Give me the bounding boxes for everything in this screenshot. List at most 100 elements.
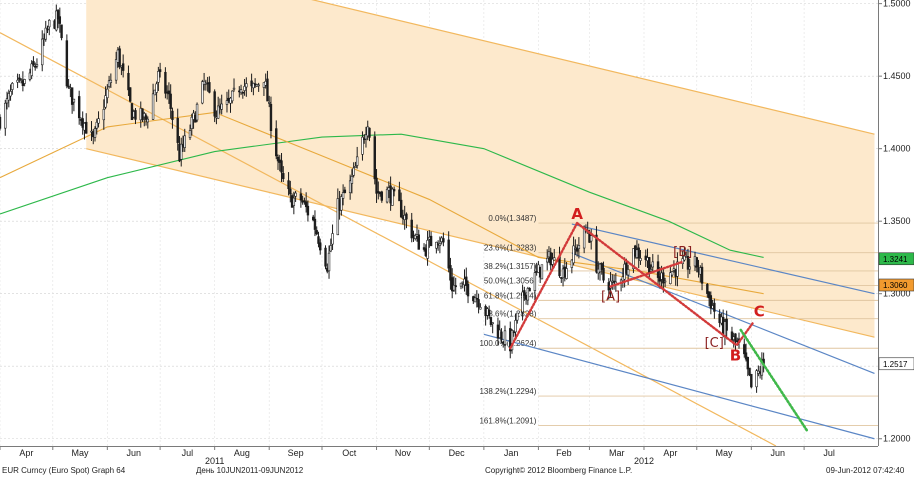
candle-body (167, 90, 171, 95)
candle-body (625, 262, 628, 274)
candle-body (385, 188, 389, 203)
candle-body (526, 288, 530, 301)
candle-body (70, 87, 74, 105)
candle-body (243, 86, 246, 91)
candle-body (540, 264, 544, 280)
candle-body (67, 85, 70, 88)
candle-body (266, 78, 269, 102)
candle-body (639, 258, 642, 261)
candle-body (65, 40, 69, 87)
price-tag-box (878, 252, 914, 266)
blue-trend-line-2 (483, 333, 875, 440)
candle-body (392, 188, 396, 192)
candle-body (414, 235, 417, 239)
candle-body (354, 166, 357, 168)
x-axis: Apr May Jun Jul Aug Sep Oct Nov Dec Jan Feb Mar Apr M… (0, 446, 835, 466)
footer-ticker: EUR Curncy (Euro Spot) Graph 64 (2, 466, 126, 475)
price-tag-label: 1.2517 (883, 360, 908, 369)
candle-body (157, 71, 160, 83)
candle-body (355, 156, 359, 166)
candle-body (546, 257, 549, 263)
candle-body (447, 239, 450, 269)
candle-body (649, 269, 653, 272)
candle-body (405, 213, 408, 220)
candle-body (350, 176, 354, 184)
fib-level-label: 138.2%(1.2294) (479, 387, 536, 396)
x-tick-label: Apr (663, 448, 677, 458)
candle-body (56, 10, 60, 20)
candle-body (143, 113, 146, 118)
candle-body (669, 272, 672, 285)
candle-body (106, 88, 109, 99)
candle-body (549, 252, 552, 266)
candle-body (202, 80, 206, 85)
candle-body (231, 90, 234, 102)
candle-body (114, 59, 118, 81)
y-tick-label: 1.4000 (883, 144, 911, 154)
candle-body (343, 189, 347, 194)
candle-body (553, 257, 556, 261)
candle-body (449, 265, 452, 281)
x-tick-label: Jul (823, 448, 835, 458)
candle-body (466, 283, 470, 297)
candle-body (180, 143, 183, 160)
candle-body (651, 261, 654, 268)
candle-body (609, 280, 612, 289)
candle-body (315, 230, 318, 235)
candle-body (121, 63, 125, 71)
candle-body (183, 135, 186, 148)
candle-body (5, 98, 9, 104)
candle-body (216, 105, 220, 119)
x-tick-label: May (72, 448, 90, 458)
candle-body (102, 109, 106, 121)
candle-body (9, 91, 12, 97)
candle-body (750, 373, 753, 388)
candle-body (734, 333, 737, 342)
candle-body (32, 61, 35, 66)
candle-body (399, 199, 403, 218)
wave-line-1 (575, 221, 737, 346)
candle-body (4, 102, 7, 129)
candle-body (426, 239, 429, 259)
candle-body (575, 247, 579, 252)
x-year-label: 2012 (634, 456, 654, 466)
candle-body (663, 280, 667, 283)
candle-body (257, 84, 260, 87)
x-tick-label: Mar (609, 448, 625, 458)
candle-body (28, 72, 32, 80)
candle-body (60, 24, 63, 39)
candle-body (276, 156, 280, 162)
candle-body (514, 320, 517, 333)
candle-body (85, 121, 88, 134)
candle-body (268, 102, 271, 104)
candle-body (18, 77, 21, 80)
candle-body (600, 263, 603, 270)
x-tick-label: Jun (770, 448, 785, 458)
candle-body (97, 118, 100, 124)
fib-level-label: 23.6%(1.3283) (484, 244, 537, 253)
wave-label: C (754, 303, 765, 321)
candle-body (327, 252, 331, 272)
wave-label: [C] (705, 336, 724, 351)
candle-body (503, 330, 507, 345)
candle-body (46, 28, 49, 31)
candle-body (331, 233, 334, 245)
wave-line-2 (609, 260, 684, 288)
x-tick-label: Oct (342, 448, 357, 458)
candle-body (438, 243, 442, 246)
fib-level-label: 61.8%(1.2954) (484, 291, 537, 300)
candle-body (487, 309, 491, 316)
x-tick-label: Feb (556, 448, 572, 458)
y-tick-label: 1.4500 (883, 71, 911, 81)
candle-body (280, 160, 283, 173)
fib-level-label: 161.8%(1.2091) (479, 417, 536, 426)
candle-body (201, 81, 204, 104)
candle-body (19, 79, 23, 81)
candle-body (7, 93, 10, 101)
candle-body (475, 297, 479, 300)
candle-body (44, 27, 47, 40)
candle-body (746, 357, 749, 370)
candle-body (465, 276, 468, 286)
y-tick-label: 1.3500 (883, 216, 911, 226)
